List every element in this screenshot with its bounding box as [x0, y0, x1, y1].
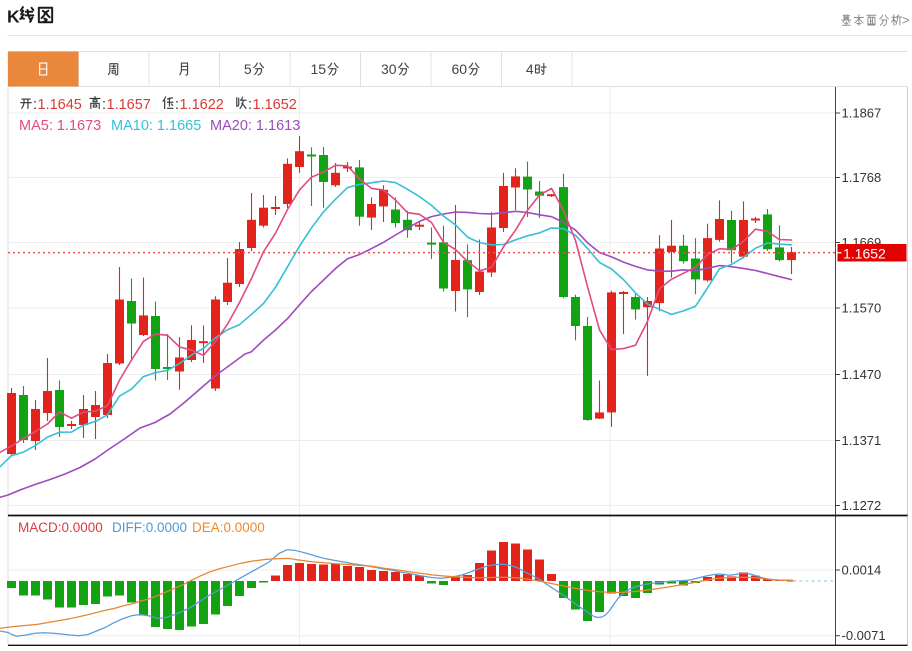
svg-text:1.1272: 1.1272	[842, 498, 882, 513]
svg-text:1.1570: 1.1570	[842, 301, 882, 316]
svg-text::: :	[102, 97, 106, 113]
svg-text:1.1867: 1.1867	[842, 106, 882, 121]
svg-text:5: 5	[244, 61, 252, 77]
svg-text:4: 4	[526, 61, 534, 77]
svg-text::: :	[33, 97, 37, 113]
svg-text:1.1768: 1.1768	[842, 170, 882, 185]
svg-text:1.1622: 1.1622	[180, 97, 224, 113]
svg-text:DIFF:0.0000: DIFF:0.0000	[112, 520, 187, 535]
svg-text:K: K	[7, 7, 20, 27]
svg-text:MA10: 1.1665: MA10: 1.1665	[111, 118, 201, 134]
svg-text:1.1470: 1.1470	[842, 367, 882, 382]
svg-text:30: 30	[381, 61, 397, 77]
svg-text::: :	[248, 97, 252, 113]
svg-text::: :	[175, 97, 179, 113]
svg-text:15: 15	[311, 61, 327, 77]
svg-text:1.1652: 1.1652	[843, 246, 886, 262]
svg-text:1.1652: 1.1652	[253, 97, 297, 113]
svg-text:>: >	[902, 13, 910, 28]
svg-text:MA20: 1.1613: MA20: 1.1613	[210, 118, 300, 134]
svg-text:1.1371: 1.1371	[842, 433, 882, 448]
svg-text:1.1645: 1.1645	[38, 97, 82, 113]
svg-text:1.1657: 1.1657	[107, 97, 151, 113]
svg-text:-0.0071: -0.0071	[842, 628, 886, 643]
svg-text:0.0014: 0.0014	[842, 563, 882, 578]
svg-text:MA5: 1.1673: MA5: 1.1673	[19, 118, 101, 134]
svg-text:60: 60	[452, 61, 468, 77]
svg-text:MACD:0.0000: MACD:0.0000	[18, 520, 103, 535]
svg-text:DEA:0.0000: DEA:0.0000	[192, 520, 265, 535]
